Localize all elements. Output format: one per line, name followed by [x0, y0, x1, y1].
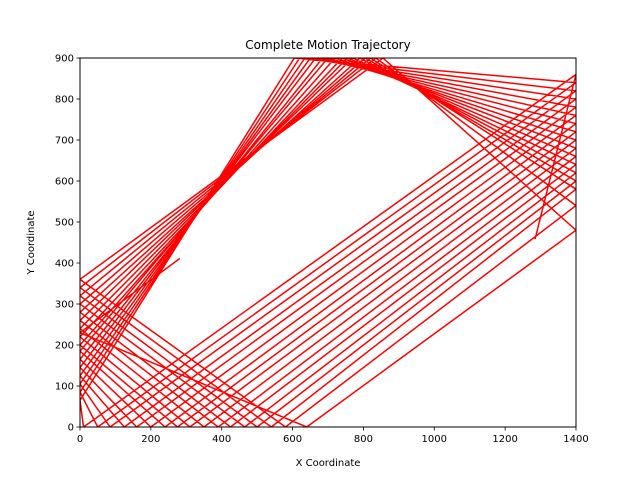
x-axis-title: X Coordinate — [296, 458, 361, 469]
y-tick-label: 400 — [55, 259, 74, 270]
x-tick-label: 600 — [283, 434, 302, 445]
y-tick-label: 700 — [55, 136, 74, 147]
x-tick-label: 1000 — [422, 434, 447, 445]
plot-frame — [79, 57, 577, 428]
x-tick-label: 200 — [141, 434, 160, 445]
y-tick-label: 600 — [55, 177, 74, 188]
y-tick-label: 800 — [55, 95, 74, 106]
x-axis: 0 200 400 600 800 1000 1200 1400 — [77, 427, 589, 445]
y-tick-label: 100 — [55, 382, 74, 393]
y-tick-label: 500 — [55, 218, 74, 229]
x-tick-label: 1200 — [492, 434, 517, 445]
y-axis-title: Y Coordinate — [26, 210, 37, 275]
x-tick-label: 1400 — [563, 434, 588, 445]
series-layer — [80, 58, 576, 427]
y-tick-label: 0 — [68, 423, 74, 434]
y-tick-label: 900 — [55, 54, 74, 65]
y-axis: 0 100 200 300 400 500 600 700 800 900 — [55, 54, 80, 434]
x-tick-label: 800 — [354, 434, 373, 445]
x-tick-label: 400 — [212, 434, 231, 445]
trajectory-line-0 — [80, 58, 576, 427]
y-tick-label: 300 — [55, 300, 74, 311]
x-tick-label: 0 — [77, 434, 83, 445]
chart-title: Complete Motion Trajectory — [245, 38, 410, 52]
y-tick-label: 200 — [55, 341, 74, 352]
